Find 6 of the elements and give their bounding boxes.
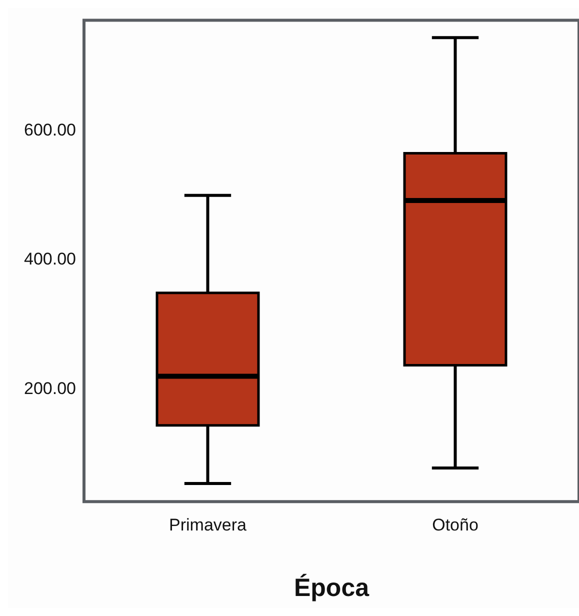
y-tick-label: 200.00 — [24, 378, 76, 398]
x-tick-label: Primavera — [169, 515, 248, 534]
y-tick-label: 600.00 — [24, 120, 76, 140]
y-tick-label: 400.00 — [24, 250, 76, 269]
x-tick-label: Otoño — [432, 515, 478, 534]
x-axis-title: Época — [294, 572, 370, 602]
